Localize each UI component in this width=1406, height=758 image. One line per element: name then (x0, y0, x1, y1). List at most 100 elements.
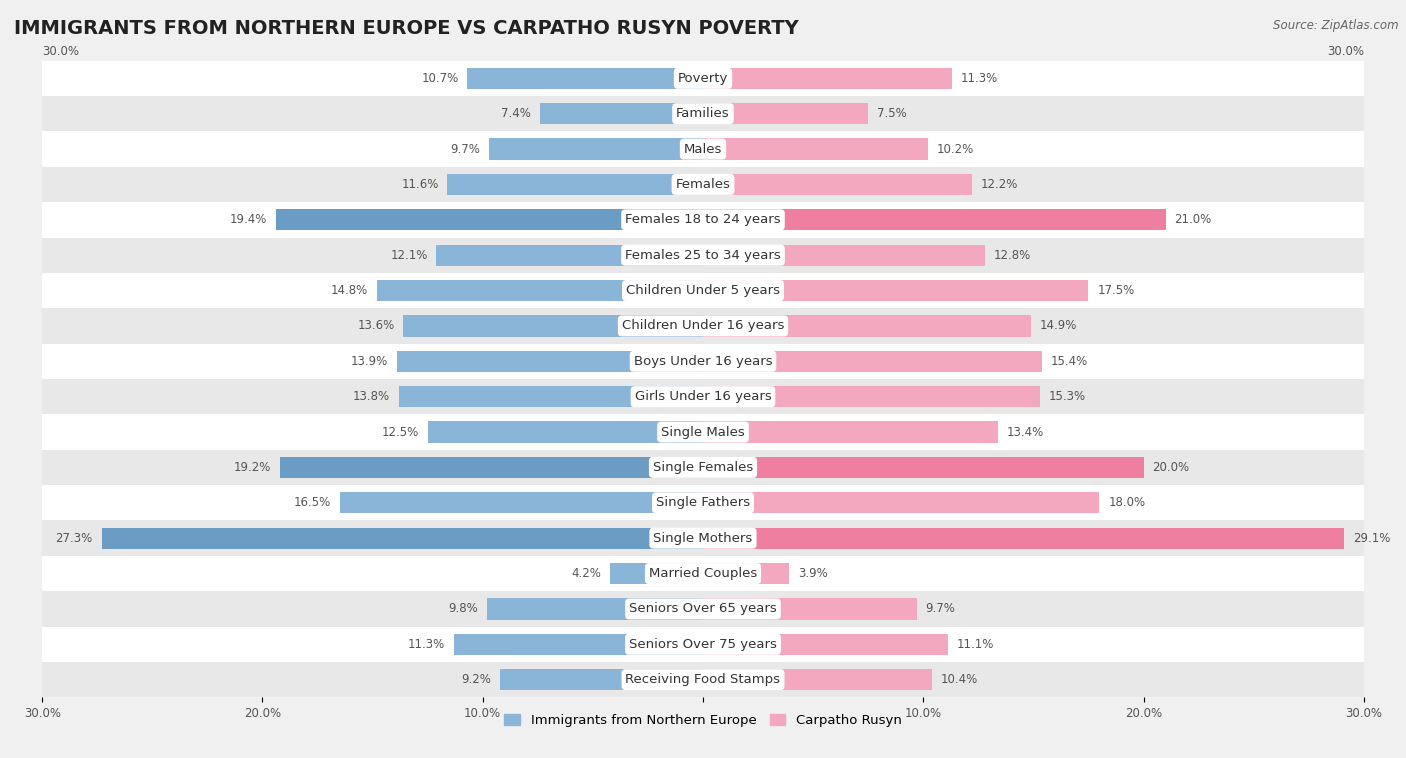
Bar (42, 96, 1364, 131)
Bar (42, 556, 1364, 591)
Text: Single Mothers: Single Mothers (654, 531, 752, 545)
Text: 9.2%: 9.2% (461, 673, 492, 686)
Bar (703, 669, 932, 691)
Text: Seniors Over 65 years: Seniors Over 65 years (628, 603, 778, 615)
Text: 11.3%: 11.3% (960, 72, 998, 85)
Text: 13.8%: 13.8% (353, 390, 391, 403)
Text: 11.1%: 11.1% (956, 637, 994, 651)
Bar (42, 61, 1364, 96)
Bar (703, 351, 1042, 372)
Bar (703, 67, 952, 89)
Text: 27.3%: 27.3% (56, 531, 93, 545)
Text: 19.4%: 19.4% (229, 213, 267, 227)
Text: 15.3%: 15.3% (1049, 390, 1085, 403)
Bar (703, 174, 972, 195)
Bar (703, 139, 928, 160)
Text: 14.9%: 14.9% (1040, 319, 1077, 333)
Bar (42, 202, 1364, 237)
Bar (276, 209, 703, 230)
Text: 11.6%: 11.6% (401, 178, 439, 191)
Text: Boys Under 16 years: Boys Under 16 years (634, 355, 772, 368)
Bar (42, 131, 1364, 167)
Text: Children Under 5 years: Children Under 5 years (626, 284, 780, 297)
Bar (436, 245, 703, 266)
Text: 12.1%: 12.1% (391, 249, 427, 262)
Text: Married Couples: Married Couples (650, 567, 756, 580)
Bar (454, 634, 703, 655)
Bar (427, 421, 703, 443)
Text: 15.4%: 15.4% (1052, 355, 1088, 368)
Text: Receiving Food Stamps: Receiving Food Stamps (626, 673, 780, 686)
Bar (703, 563, 789, 584)
Text: 21.0%: 21.0% (1174, 213, 1212, 227)
Bar (42, 591, 1364, 627)
Bar (610, 563, 703, 584)
Text: 13.6%: 13.6% (357, 319, 395, 333)
Bar (703, 528, 1344, 549)
Text: 29.1%: 29.1% (1353, 531, 1391, 545)
Text: Females 25 to 34 years: Females 25 to 34 years (626, 249, 780, 262)
Bar (703, 492, 1099, 513)
Bar (703, 103, 868, 124)
Text: 30.0%: 30.0% (42, 45, 79, 58)
Bar (404, 315, 703, 337)
Text: 19.2%: 19.2% (233, 461, 271, 474)
Legend: Immigrants from Northern Europe, Carpatho Rusyn: Immigrants from Northern Europe, Carpath… (499, 709, 907, 732)
Text: 30.0%: 30.0% (1327, 45, 1364, 58)
Text: Females: Females (675, 178, 731, 191)
Bar (467, 67, 703, 89)
Bar (703, 315, 1031, 337)
Text: 9.7%: 9.7% (925, 603, 955, 615)
Text: 18.0%: 18.0% (1108, 496, 1146, 509)
Text: 12.8%: 12.8% (994, 249, 1031, 262)
Text: Seniors Over 75 years: Seniors Over 75 years (628, 637, 778, 651)
Bar (377, 280, 703, 301)
Bar (703, 634, 948, 655)
Text: 14.8%: 14.8% (330, 284, 368, 297)
Bar (399, 386, 703, 407)
Bar (703, 280, 1088, 301)
Text: 13.9%: 13.9% (350, 355, 388, 368)
Text: Females 18 to 24 years: Females 18 to 24 years (626, 213, 780, 227)
Bar (42, 415, 1364, 449)
Text: IMMIGRANTS FROM NORTHERN EUROPE VS CARPATHO RUSYN POVERTY: IMMIGRANTS FROM NORTHERN EUROPE VS CARPA… (14, 19, 799, 38)
Bar (42, 662, 1364, 697)
Bar (447, 174, 703, 195)
Bar (42, 273, 1364, 309)
Bar (540, 103, 703, 124)
Bar (42, 449, 1364, 485)
Bar (489, 139, 703, 160)
Text: 10.2%: 10.2% (936, 143, 974, 155)
Bar (703, 421, 998, 443)
Bar (703, 245, 986, 266)
Text: 9.8%: 9.8% (449, 603, 478, 615)
Text: 11.3%: 11.3% (408, 637, 446, 651)
Bar (42, 627, 1364, 662)
Bar (42, 379, 1364, 415)
Text: 20.0%: 20.0% (1153, 461, 1189, 474)
Bar (396, 351, 703, 372)
Text: 4.2%: 4.2% (572, 567, 602, 580)
Bar (703, 457, 1143, 478)
Bar (42, 237, 1364, 273)
Bar (339, 492, 703, 513)
Text: Source: ZipAtlas.com: Source: ZipAtlas.com (1274, 19, 1399, 32)
Text: Families: Families (676, 107, 730, 121)
Bar (42, 485, 1364, 521)
Text: 10.7%: 10.7% (422, 72, 458, 85)
Bar (501, 669, 703, 691)
Bar (101, 528, 703, 549)
Text: 13.4%: 13.4% (1007, 425, 1045, 439)
Text: 10.4%: 10.4% (941, 673, 979, 686)
Text: Poverty: Poverty (678, 72, 728, 85)
Bar (703, 386, 1040, 407)
Text: 12.2%: 12.2% (980, 178, 1018, 191)
Text: Children Under 16 years: Children Under 16 years (621, 319, 785, 333)
Bar (42, 167, 1364, 202)
Text: Single Males: Single Males (661, 425, 745, 439)
Text: 12.5%: 12.5% (381, 425, 419, 439)
Text: 16.5%: 16.5% (294, 496, 330, 509)
Bar (703, 209, 1166, 230)
Text: 7.5%: 7.5% (877, 107, 907, 121)
Bar (42, 343, 1364, 379)
